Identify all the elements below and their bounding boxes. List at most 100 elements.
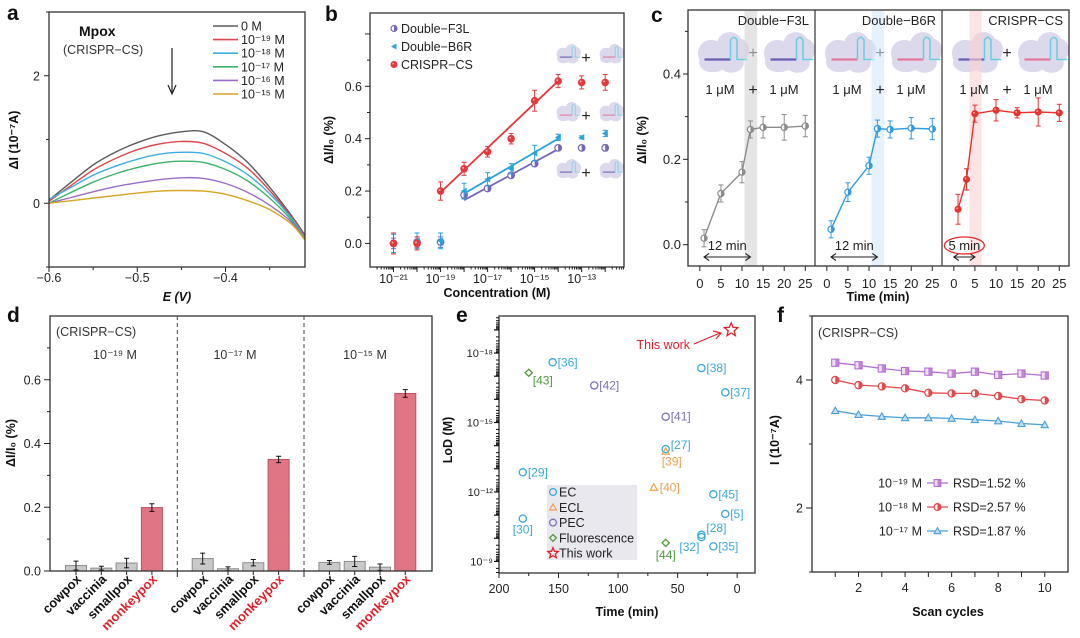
marker-dot [390,61,398,68]
protein-blob [599,102,624,122]
marker-dot [554,77,562,85]
y-tick-label: 10⁻¹² [468,487,494,499]
panel-label: e [456,304,468,327]
data-point-marker [1016,418,1026,427]
data-point-marker [530,159,539,168]
arrow-head-left [703,253,710,261]
cas-complex-icon [556,159,581,179]
subpanel: +1 μM +1 μM CRISPR−CS 0 5 10 15 20 25 5 min [943,10,1070,291]
hairpin-reporter [922,36,941,61]
concentration-label: 1 μM [832,82,861,97]
data-point-marker [780,123,788,132]
hairpin-reporter [571,161,581,173]
marker-fill [1021,370,1026,378]
panel-label: c [651,4,663,27]
concentration-label: 1 μM [1023,82,1052,97]
data-point-marker [518,468,528,477]
data-point-marker [928,125,936,133]
x-tick-label: 5 [717,276,724,291]
y-axis-label: ΔI/I₀ (%) [635,116,649,164]
data-point-marker [484,175,491,183]
fit-line [439,80,559,194]
y-tick-label: 2 [796,502,803,516]
marker-fill [877,125,881,132]
x-tick-label: 50 [671,582,685,596]
plus-sign: + [1002,82,1011,99]
marker-highlight [973,111,975,114]
marker-dot [389,239,398,248]
data-point-marker [886,125,894,134]
data-line [835,362,1045,377]
marker-fill [911,125,915,132]
reference-label: [28] [706,521,726,535]
voltammogram-curve [48,140,306,237]
marker-fill [1044,396,1049,405]
data-point-marker [844,188,852,196]
hairpin-reporter [614,161,624,173]
data-point-marker [590,381,599,390]
data-point-marker [578,134,585,141]
probe-schematic-row: + [556,159,624,182]
reference-label: [38] [706,361,726,375]
data-point-marker [1017,395,1026,404]
plot-subtitle: (CRISPR−CS) [818,326,898,340]
data-point-marker [390,61,398,68]
marker-fill [869,162,873,169]
highlight-band [969,10,982,266]
marker-fill [835,359,839,367]
data-point-marker [907,124,915,132]
marker-fill [951,370,956,378]
reference-label: [37] [730,385,750,399]
data-point-marker [970,389,980,398]
rsd-label: RSD=1.52 % [953,477,1026,491]
x-tick-label: 4 [902,581,909,595]
x-axis-label: E (V) [163,290,191,304]
marker-fill [890,126,894,133]
data-point-marker [993,416,1003,425]
marker-fill [605,144,609,152]
annotation-arrow-icon [693,332,721,345]
y-tick-label: 4 [796,374,803,388]
data-point-marker [389,239,398,248]
marker-dot [1055,109,1063,117]
marker-dot [507,134,515,143]
data-point-marker [460,187,467,195]
y-tick-label: 0.0 [345,237,362,251]
marker-highlight [392,62,394,65]
data-series [831,358,1049,380]
y-tick-label: 0.4 [663,67,681,82]
voltammogram-curve [48,151,306,239]
data-point-marker [548,533,558,543]
data-point-marker [720,388,730,397]
legend-label: 10⁻¹⁷ M [241,60,284,74]
marker-fill [858,361,863,369]
reference-label: [44] [656,548,676,562]
data-point-marker [649,482,659,491]
voltammogram-curve [48,189,306,241]
marker-fill [558,144,562,152]
data-point-marker [548,487,558,497]
marker-fill [881,364,886,373]
reference-label: [40] [660,480,680,494]
data-point-marker [548,518,558,527]
plot-subtitle: (CRISPR−CS) [63,43,143,57]
rsd-label: RSD=1.87 % [953,525,1026,539]
y-tick-label: 0.2 [345,185,362,199]
subpanel-title: Double−F3L [738,13,809,28]
data-point-marker [390,24,398,33]
marker-fill [974,389,979,398]
x-tick-label: 10⁻¹⁹ [426,272,456,286]
data-point-marker [460,165,468,173]
legend-label: 0 M [241,20,262,34]
plus-sign: + [581,50,590,67]
hairpin-reporter [571,46,581,58]
legend-label: Double−F3L [401,22,469,36]
y-axis-label: ΔI/I₀ (%) [322,116,336,164]
y-axis-label: LoD (M) [441,417,455,464]
group-label: 10⁻¹⁹ M [93,348,137,362]
highlight-band [871,10,885,266]
marker-dot [601,78,609,87]
